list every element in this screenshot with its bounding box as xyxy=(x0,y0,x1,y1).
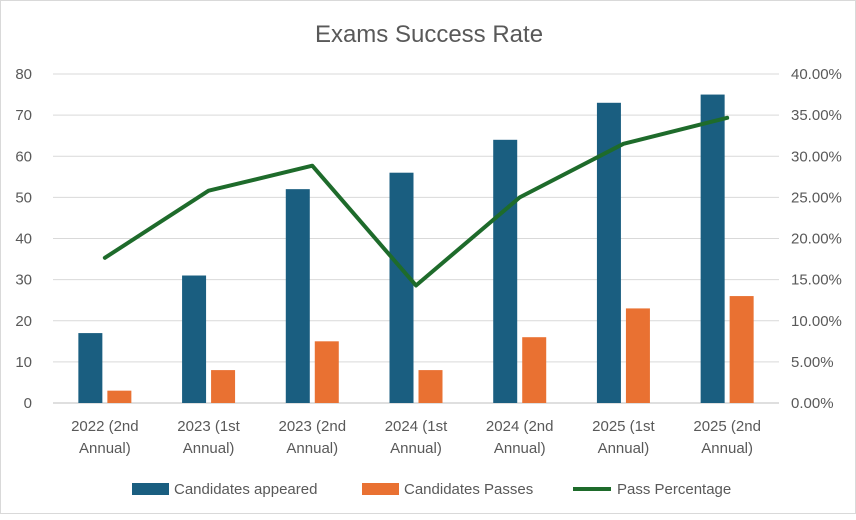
x-tick-label-line: Annual) xyxy=(79,440,131,457)
line-pass-percentage xyxy=(105,118,727,286)
y-left-tick-label: 0 xyxy=(24,395,32,412)
legend-swatch xyxy=(362,483,399,495)
x-tick-label-line: 2025 (1st xyxy=(592,418,655,435)
y-right-tick-label: 15.00% xyxy=(791,272,842,289)
x-tick-label-line: 2023 (2nd xyxy=(279,418,347,435)
y-left-tick-label: 30 xyxy=(15,272,32,289)
y-right-tick-label: 5.00% xyxy=(791,354,834,371)
x-tick-label: 2023 (2nd Annual) xyxy=(279,418,347,457)
bar-candidates-passes xyxy=(626,308,650,403)
x-tick-label: 2023 (1st Annual) xyxy=(177,418,240,457)
y-left-tick-label: 40 xyxy=(15,231,32,248)
x-tick-label-line: 2024 (2nd xyxy=(486,418,554,435)
chart-title: Exams Success Rate xyxy=(315,21,543,48)
x-tick-label-line: Annual) xyxy=(598,440,650,457)
bar-candidates-passes xyxy=(107,391,131,403)
x-tick-label-line: Annual) xyxy=(183,440,235,457)
y-left-tick-label: 10 xyxy=(15,354,32,371)
legend-swatch xyxy=(132,483,169,495)
x-tick-label-line: 2024 (1st xyxy=(385,418,448,435)
legend-label: Candidates appeared xyxy=(174,481,317,498)
x-tick-label-line: Annual) xyxy=(390,440,442,457)
x-tick-label: 2024 (1st Annual) xyxy=(385,418,448,457)
y-left-tick-label: 50 xyxy=(15,189,32,206)
x-tick-label-line: 2025 (2nd xyxy=(693,418,761,435)
x-tick-label: 2024 (2nd Annual) xyxy=(486,418,554,457)
y-left-tick-label: 60 xyxy=(15,148,32,165)
y-right-tick-label: 35.00% xyxy=(791,107,842,124)
bar-candidates-appeared xyxy=(390,173,414,403)
y-right-tick-label: 40.00% xyxy=(791,66,842,83)
bar-candidates-passes xyxy=(211,370,235,403)
x-tick-label-line: 2023 (1st xyxy=(177,418,240,435)
bar-candidates-passes xyxy=(730,296,754,403)
x-tick-label: 2025 (2nd Annual) xyxy=(693,418,761,457)
x-tick-label-line: Annual) xyxy=(286,440,338,457)
y-left-tick-label: 70 xyxy=(15,107,32,124)
bar-candidates-appeared xyxy=(286,189,310,403)
bar-candidates-passes xyxy=(522,337,546,403)
x-tick-label-line: Annual) xyxy=(701,440,753,457)
y-left-tick-label: 80 xyxy=(15,66,32,83)
legend-label: Candidates Passes xyxy=(404,481,533,498)
bar-candidates-appeared xyxy=(182,276,206,403)
bar-candidates-appeared xyxy=(78,333,102,403)
x-tick-label-line: Annual) xyxy=(494,440,546,457)
y-right-tick-label: 20.00% xyxy=(791,231,842,248)
bar-candidates-appeared xyxy=(493,140,517,403)
x-tick-label: 2022 (2nd Annual) xyxy=(71,418,139,457)
y-right-tick-label: 30.00% xyxy=(791,148,842,165)
bar-candidates-passes xyxy=(419,370,443,403)
y-left-tick-label: 20 xyxy=(15,313,32,330)
y-right-tick-label: 0.00% xyxy=(791,395,834,412)
bar-candidates-appeared xyxy=(701,95,725,403)
y-right-tick-label: 10.00% xyxy=(791,313,842,330)
legend-label: Pass Percentage xyxy=(617,481,731,498)
y-right-tick-label: 25.00% xyxy=(791,189,842,206)
bar-candidates-passes xyxy=(315,341,339,403)
x-tick-label-line: 2022 (2nd xyxy=(71,418,139,435)
x-tick-label: 2025 (1st Annual) xyxy=(592,418,655,457)
